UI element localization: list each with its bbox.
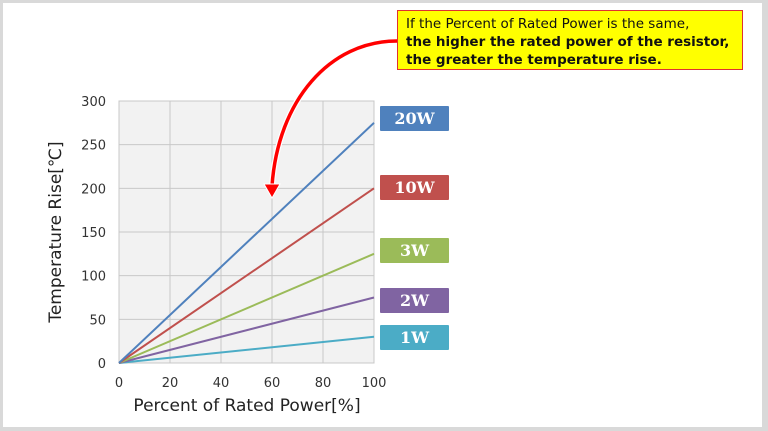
series-line-10w [118,187,375,364]
legend-10w: 10W [380,175,449,200]
legend-2w: 2W [380,288,449,313]
x-tick-label: 60 [264,376,281,391]
y-tick-label: 50 [89,313,106,328]
y-tick-label: 150 [81,226,106,241]
plot-area [118,100,375,364]
legend-3w: 3W [380,238,449,263]
x-tick-label: 0 [115,376,123,391]
y-tick-label: 300 [81,95,106,110]
x-tick-label: 40 [213,376,230,391]
x-tick-label: 80 [315,376,332,391]
x-axis-label: Percent of Rated Power[%] [133,396,360,416]
series-line-3w [118,252,375,364]
series-line-1w [118,335,375,364]
callout-line-1: If the Percent of Rated Power is the sam… [406,16,690,32]
axes: 0 20 40 60 80 100 0 50 100 150 200 250 300 [81,95,386,391]
x-tick-label: 20 [162,376,179,391]
legend-1w: 1W [380,325,449,350]
y-tick-label: 0 [98,357,106,372]
callout-line-3: the greater the temperature rise. [406,52,662,68]
series-line-20w [118,122,375,364]
annotation-arrow [263,38,398,200]
callout-box: If the Percent of Rated Power is the sam… [397,10,743,70]
legend-20w: 20W [380,106,449,131]
y-axis-label: Temperature Rise[℃] [46,141,66,323]
y-tick-label: 200 [81,182,106,197]
x-tick-label: 100 [362,376,387,391]
callout-line-2: the higher the rated power of the resist… [406,34,730,50]
series-line-2w [118,296,375,364]
y-tick-label: 250 [81,139,106,154]
y-tick-label: 100 [81,270,106,285]
